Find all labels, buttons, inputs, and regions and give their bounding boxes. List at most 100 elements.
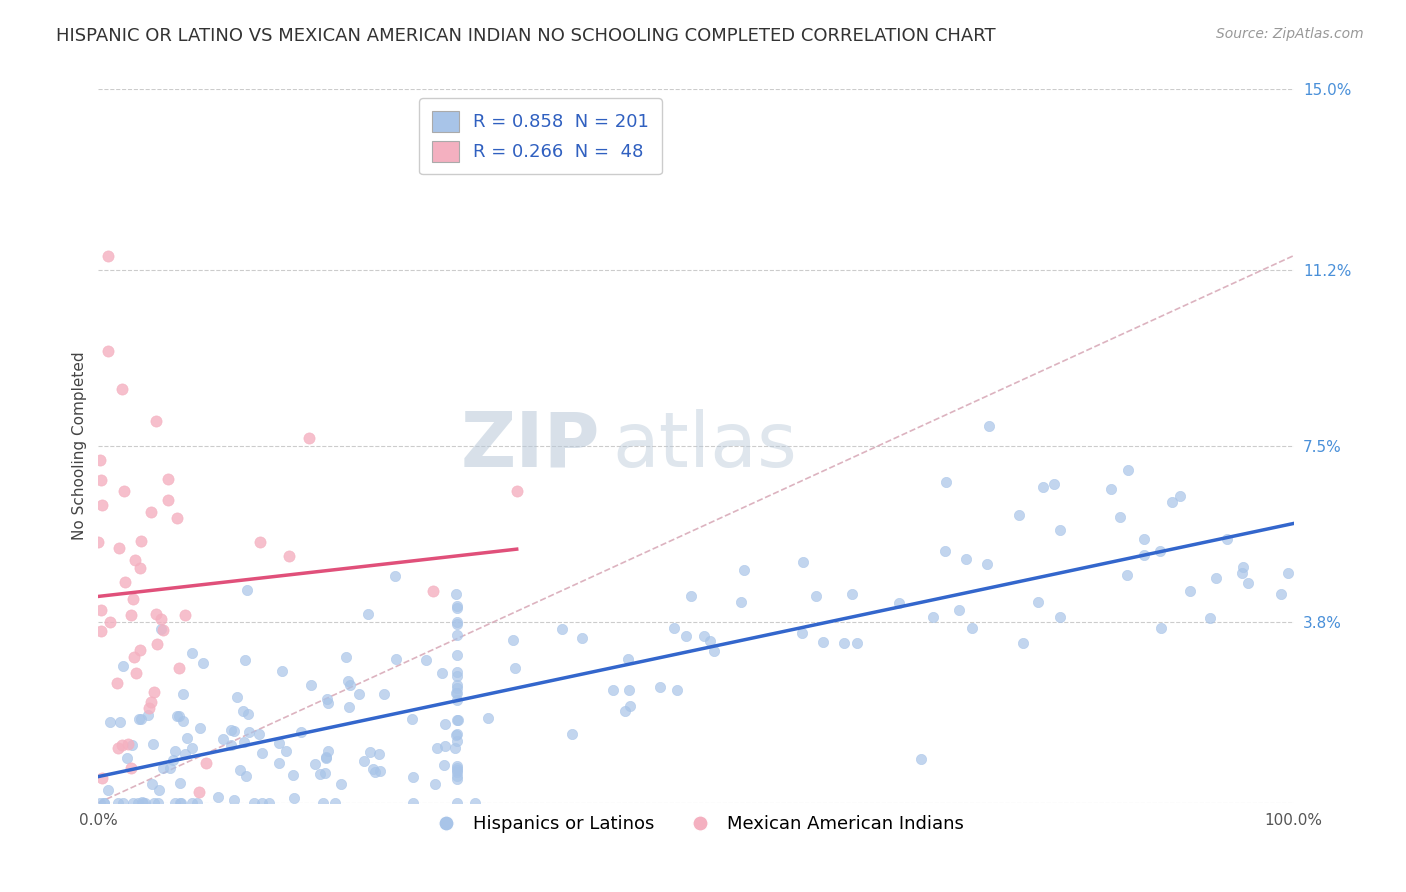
Point — [149, 612, 172, 626]
Point — [134, 796, 156, 810]
Point — [335, 649, 357, 664]
Point — [446, 669, 468, 683]
Point — [308, 766, 330, 780]
Point — [111, 796, 134, 810]
Point — [105, 676, 128, 690]
Point — [887, 596, 910, 610]
Point — [617, 652, 640, 666]
Point — [304, 756, 326, 771]
Point — [619, 698, 641, 713]
Point — [1032, 480, 1054, 494]
Point — [298, 432, 321, 446]
Point — [602, 682, 624, 697]
Point — [551, 622, 574, 636]
Text: Source: ZipAtlas.com: Source: ZipAtlas.com — [1216, 27, 1364, 41]
Point — [1230, 566, 1253, 580]
Point — [337, 674, 360, 689]
Point — [191, 656, 214, 670]
Point — [1270, 587, 1292, 601]
Point — [207, 789, 229, 804]
Point — [169, 775, 191, 789]
Point — [270, 664, 292, 678]
Point — [446, 714, 468, 728]
Point — [446, 734, 468, 748]
Point — [91, 771, 114, 785]
Point — [1108, 510, 1130, 524]
Point — [122, 650, 145, 665]
Point — [156, 472, 179, 486]
Point — [124, 553, 146, 567]
Point — [97, 783, 120, 797]
Point — [165, 744, 187, 758]
Point — [148, 796, 170, 810]
Point — [257, 796, 280, 810]
Point — [145, 607, 167, 621]
Point — [422, 584, 444, 599]
Point — [98, 715, 121, 730]
Point — [415, 652, 437, 666]
Point — [1178, 584, 1201, 599]
Point — [955, 552, 977, 566]
Point — [235, 769, 257, 783]
Point — [1149, 544, 1171, 558]
Point — [1236, 576, 1258, 591]
Point — [90, 473, 112, 487]
Point — [373, 687, 395, 701]
Point — [1049, 523, 1071, 537]
Point — [976, 558, 998, 572]
Point — [325, 796, 347, 810]
Point — [163, 796, 186, 810]
Point — [446, 761, 468, 775]
Point — [446, 772, 468, 786]
Point — [267, 736, 290, 750]
Point — [236, 706, 259, 721]
Point — [353, 754, 375, 768]
Point — [128, 642, 150, 657]
Point — [444, 728, 467, 742]
Point — [170, 796, 193, 810]
Point — [117, 751, 139, 765]
Point — [212, 731, 235, 746]
Point — [733, 564, 755, 578]
Point — [283, 791, 305, 805]
Point — [506, 483, 529, 498]
Point — [910, 751, 932, 765]
Point — [167, 661, 190, 675]
Point — [446, 763, 468, 777]
Point — [243, 796, 266, 810]
Point — [311, 796, 333, 810]
Point — [125, 666, 148, 681]
Point — [446, 765, 468, 780]
Point — [120, 608, 142, 623]
Point — [423, 777, 446, 791]
Point — [98, 615, 121, 629]
Point — [229, 764, 252, 778]
Point — [111, 382, 134, 396]
Point — [195, 756, 218, 770]
Point — [446, 727, 468, 741]
Point — [804, 589, 827, 603]
Point — [330, 777, 353, 791]
Point — [299, 678, 322, 692]
Point — [96, 249, 118, 263]
Point — [402, 796, 425, 810]
Point — [561, 727, 583, 741]
Point — [446, 648, 468, 663]
Point — [384, 569, 406, 583]
Point — [90, 498, 112, 512]
Point — [150, 622, 173, 636]
Point — [1277, 566, 1299, 581]
Point — [269, 756, 291, 770]
Point — [1232, 560, 1254, 574]
Point — [402, 770, 425, 784]
Point — [433, 758, 456, 772]
Point — [446, 681, 468, 695]
Point — [127, 796, 149, 810]
Point — [617, 683, 640, 698]
Point — [1049, 610, 1071, 624]
Point — [430, 666, 453, 681]
Point — [502, 633, 524, 648]
Point — [129, 533, 152, 548]
Point — [1168, 489, 1191, 503]
Point — [238, 724, 260, 739]
